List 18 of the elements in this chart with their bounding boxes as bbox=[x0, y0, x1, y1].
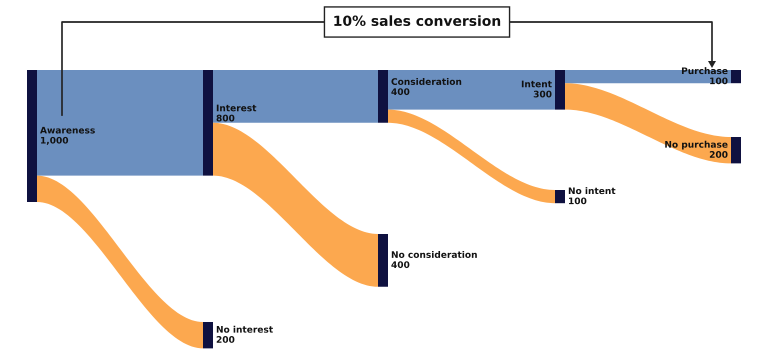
data-label: 800 bbox=[216, 114, 234, 122]
category-label: Intent bbox=[522, 80, 552, 88]
text: 10% sales conversion bbox=[334, 15, 500, 26]
data-label: 100 bbox=[569, 197, 586, 204]
data-label: 200 bbox=[216, 336, 234, 343]
data-label: 400 bbox=[391, 261, 410, 268]
category-label: Awareness bbox=[40, 126, 95, 134]
category-label: Consideration bbox=[391, 78, 462, 85]
data-label: 100 bbox=[710, 77, 728, 84]
data-label: 400 bbox=[391, 88, 410, 96]
data-label: 200 bbox=[710, 151, 728, 158]
data-label: 300 bbox=[534, 90, 552, 98]
category-label: No consideration bbox=[392, 250, 477, 258]
category-label: No intent bbox=[568, 187, 616, 194]
category-label: No interest bbox=[216, 326, 273, 333]
category-label: Interest bbox=[216, 104, 256, 112]
data-label: 1,000 bbox=[41, 136, 68, 145]
category-label: No purchase bbox=[665, 140, 728, 150]
